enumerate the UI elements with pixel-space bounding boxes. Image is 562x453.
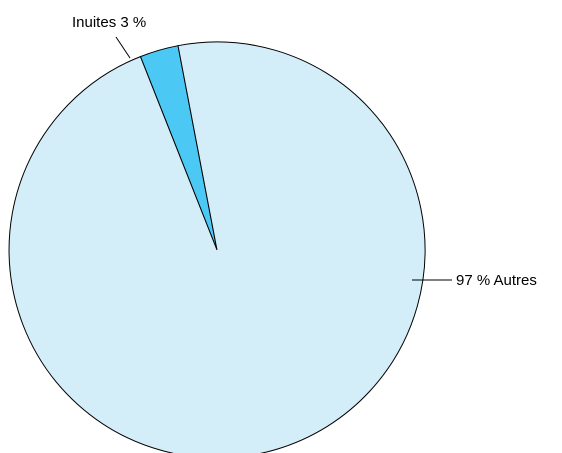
pie-slices [8,41,426,453]
slice-label-inuites: Inuites 3 % [72,14,146,31]
pie-slice-autres [8,41,426,453]
slice-label-autres: 97 % Autres [456,272,537,289]
leader-line-inuites [115,36,131,59]
